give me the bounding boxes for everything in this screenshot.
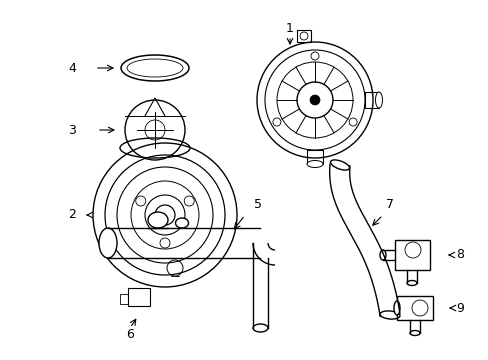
Text: 7: 7	[385, 198, 393, 211]
Text: 1: 1	[285, 22, 293, 35]
Bar	[396, 296, 432, 320]
Text: 6: 6	[126, 328, 134, 342]
Ellipse shape	[306, 161, 323, 167]
Text: 8: 8	[455, 248, 463, 261]
Ellipse shape	[409, 330, 419, 336]
Bar	[306, 150, 323, 164]
Text: 2: 2	[68, 208, 76, 221]
Ellipse shape	[175, 218, 188, 228]
Ellipse shape	[375, 92, 382, 108]
Ellipse shape	[393, 301, 399, 315]
Text: 5: 5	[253, 198, 262, 211]
Bar	[364, 92, 378, 108]
Text: 4: 4	[68, 62, 76, 75]
Circle shape	[309, 95, 319, 105]
Bar	[120, 294, 128, 304]
Ellipse shape	[379, 250, 385, 260]
Ellipse shape	[99, 228, 117, 258]
Ellipse shape	[148, 212, 168, 228]
Bar	[128, 288, 150, 306]
Ellipse shape	[379, 311, 399, 319]
Text: 9: 9	[455, 302, 463, 315]
Ellipse shape	[330, 160, 349, 170]
Text: 3: 3	[68, 123, 76, 136]
Ellipse shape	[252, 324, 267, 332]
Bar	[296, 30, 310, 42]
Ellipse shape	[406, 280, 416, 285]
Bar	[394, 240, 429, 270]
